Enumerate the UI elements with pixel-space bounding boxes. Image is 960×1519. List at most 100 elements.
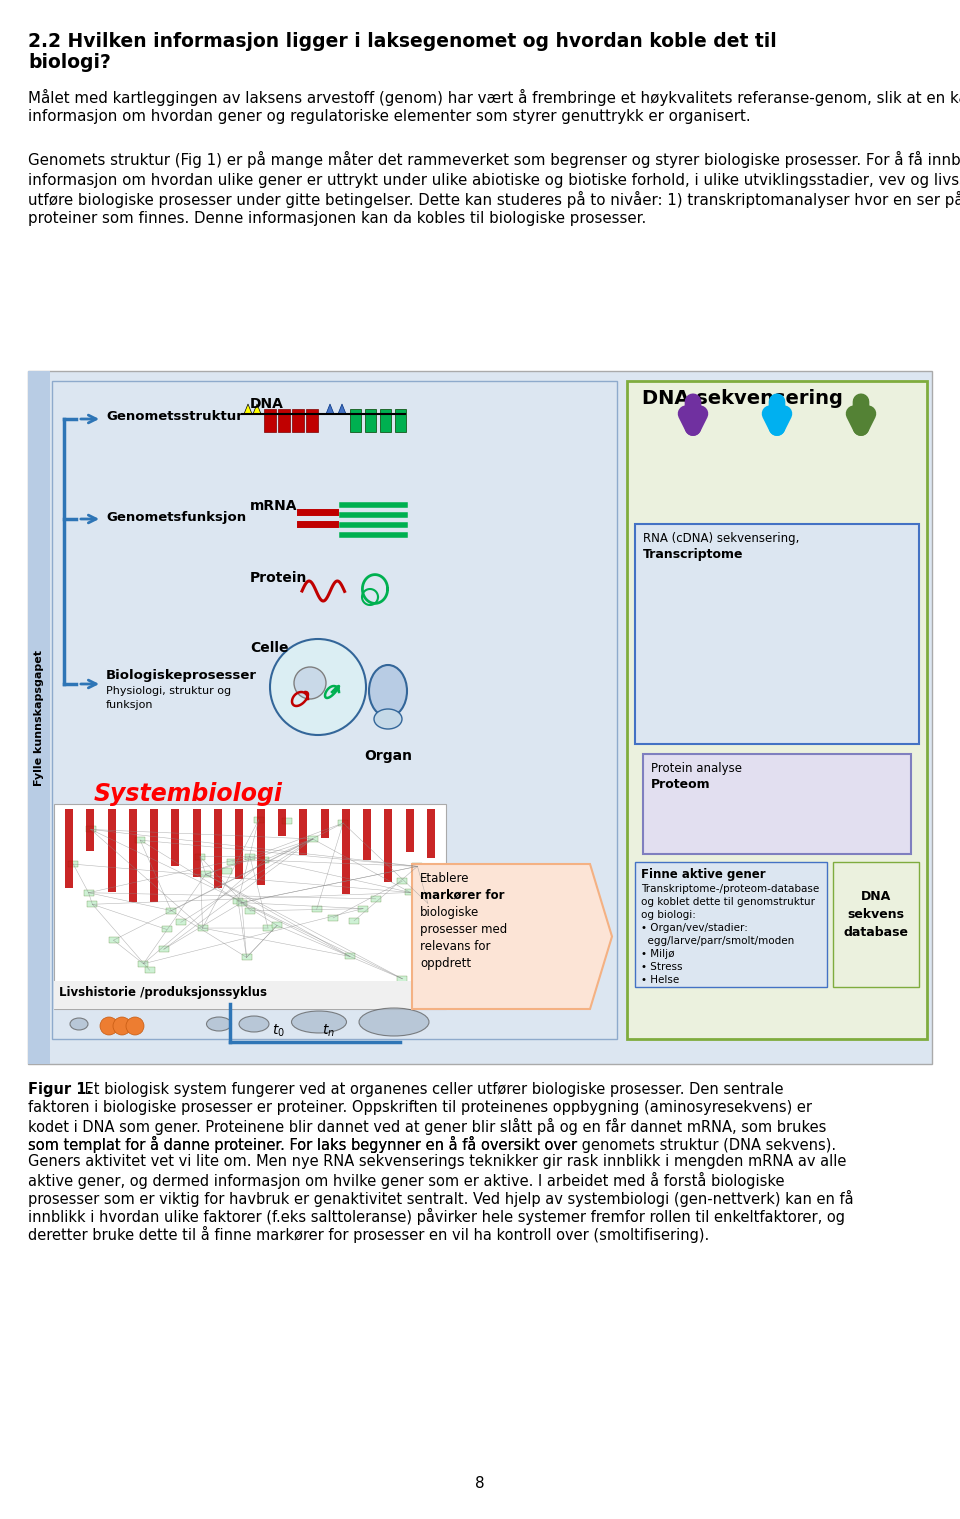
Circle shape — [270, 639, 366, 735]
Bar — [135, 837, 145, 843]
FancyBboxPatch shape — [54, 804, 446, 1009]
Text: oppdrett: oppdrett — [420, 957, 471, 971]
Text: 8: 8 — [475, 1476, 485, 1492]
Bar — [342, 810, 349, 895]
Bar — [306, 409, 318, 431]
Text: RNA (cDNA) sekvensering,: RNA (cDNA) sekvensering, — [643, 532, 800, 545]
Ellipse shape — [70, 1018, 88, 1030]
Circle shape — [126, 1018, 144, 1034]
FancyBboxPatch shape — [635, 524, 919, 744]
Text: Systembiologi: Systembiologi — [94, 782, 283, 807]
Text: Fylle kunnskapsgapet: Fylle kunnskapsgapet — [34, 650, 44, 785]
Text: faktoren i biologiske prosesser er proteiner. Oppskriften til proteinenes oppbyg: faktoren i biologiske prosesser er prote… — [28, 1100, 812, 1115]
Bar — [406, 810, 414, 852]
Bar — [198, 925, 207, 931]
Bar — [129, 810, 137, 902]
Bar — [427, 810, 435, 858]
FancyBboxPatch shape — [28, 371, 932, 1063]
Text: $t_n$: $t_n$ — [322, 1022, 334, 1039]
Text: utføre biologiske prosesser under gitte betingelser. Dette kan studeres på to ni: utføre biologiske prosesser under gitte … — [28, 191, 960, 208]
Text: og biologi:: og biologi: — [641, 910, 696, 921]
Ellipse shape — [359, 1009, 429, 1036]
Text: Genometsstruktur: Genometsstruktur — [106, 410, 243, 424]
Bar — [108, 810, 115, 892]
Text: Målet med kartleggingen av laksens arvestoff (genom) har vært å frembringe et hø: Målet med kartleggingen av laksens arves… — [28, 90, 960, 106]
Ellipse shape — [206, 1018, 231, 1031]
Bar — [263, 925, 273, 931]
Bar — [233, 898, 243, 904]
Text: Biologiskeprosesser: Biologiskeprosesser — [106, 668, 257, 682]
Text: Genomets struktur (Fig 1) er på mange måter det rammeverket som begrenser og sty: Genomets struktur (Fig 1) er på mange må… — [28, 150, 960, 169]
Text: Protein: Protein — [250, 571, 307, 585]
Text: Proteom: Proteom — [651, 778, 710, 791]
Text: Physiologi, struktur og: Physiologi, struktur og — [106, 687, 231, 696]
Bar — [193, 810, 201, 876]
Ellipse shape — [374, 709, 402, 729]
Bar — [405, 890, 416, 896]
Bar — [201, 872, 210, 878]
Bar — [228, 858, 237, 864]
Bar — [395, 409, 406, 431]
Text: DNA: DNA — [250, 396, 284, 412]
Bar — [246, 908, 255, 914]
Bar — [150, 810, 158, 902]
Text: Etablere: Etablere — [420, 872, 469, 886]
Bar — [358, 905, 368, 911]
Text: Geners aktivitet vet vi lite om. Men nye RNA sekvenserings teknikker gir rask in: Geners aktivitet vet vi lite om. Men nye… — [28, 1154, 847, 1170]
Bar — [349, 917, 359, 924]
Bar — [371, 896, 381, 902]
Polygon shape — [244, 404, 252, 415]
Text: egg/larve/parr/smolt/moden: egg/larve/parr/smolt/moden — [641, 936, 794, 946]
Bar — [86, 810, 94, 851]
Circle shape — [100, 1018, 118, 1034]
Polygon shape — [253, 404, 261, 415]
Text: Transcriptome: Transcriptome — [643, 548, 743, 561]
FancyBboxPatch shape — [627, 381, 927, 1039]
Bar — [253, 817, 264, 823]
Text: Livshistorie /produksjonssyklus: Livshistorie /produksjonssyklus — [59, 986, 267, 1000]
Bar — [397, 975, 407, 981]
Text: Figur 1.: Figur 1. — [28, 1082, 92, 1097]
Text: • Organ/vev/stadier:: • Organ/vev/stadier: — [641, 924, 748, 933]
Bar — [272, 922, 282, 928]
Bar — [236, 899, 247, 905]
Bar — [161, 927, 172, 933]
Bar — [278, 810, 286, 837]
Bar — [365, 409, 376, 431]
Text: kodet i DNA som gener. Proteinene blir dannet ved at gener blir slått på og en f: kodet i DNA som gener. Proteinene blir d… — [28, 1118, 827, 1135]
Text: som templat for å danne proteiner. For laks begynner en å få oversikt over genom: som templat for å danne proteiner. For l… — [28, 1136, 836, 1153]
Bar — [422, 901, 433, 907]
Text: 2.2 Hvilken informasjon ligger i laksegenomet og hvordan koble det til: 2.2 Hvilken informasjon ligger i laksege… — [28, 32, 777, 52]
Text: Genometsfunksjon: Genometsfunksjon — [106, 510, 246, 524]
FancyBboxPatch shape — [28, 371, 50, 1063]
Text: informasjon om hvordan ulike gener er uttrykt under ulike abiotiske og biotiske : informasjon om hvordan ulike gener er ut… — [28, 172, 960, 188]
Bar — [195, 854, 205, 860]
Bar — [158, 946, 169, 952]
Bar — [222, 867, 232, 873]
Bar — [259, 857, 270, 863]
FancyBboxPatch shape — [833, 861, 919, 987]
Bar — [108, 937, 118, 943]
Text: mRNA: mRNA — [250, 500, 298, 513]
Text: • Miljø: • Miljø — [641, 949, 675, 958]
Bar — [397, 878, 407, 884]
Text: relevans for: relevans for — [420, 940, 491, 952]
Text: Et biologisk system fungerer ved at organenes celler utfører biologiske prosesse: Et biologisk system fungerer ved at orga… — [80, 1082, 783, 1097]
Bar — [138, 962, 149, 966]
Bar — [176, 919, 186, 925]
Text: innblikk i hvordan ulike faktorer (f.eks salttoleranse) påvirker hele systemer f: innblikk i hvordan ulike faktorer (f.eks… — [28, 1208, 845, 1224]
Bar — [338, 820, 348, 826]
Bar — [85, 826, 96, 832]
Circle shape — [294, 667, 326, 699]
Bar — [264, 409, 276, 431]
Text: biologiske: biologiske — [420, 905, 479, 919]
Bar — [87, 901, 97, 907]
Text: Protein analyse: Protein analyse — [651, 763, 742, 775]
Bar — [350, 409, 361, 431]
Text: prosesser som er viktig for havbruk er genaktivitet sentralt. Ved hjelp av syste: prosesser som er viktig for havbruk er g… — [28, 1189, 853, 1208]
Text: aktive gener, og dermed informasjon om hvilke gener som er aktive. I arbeidet me: aktive gener, og dermed informasjon om h… — [28, 1173, 784, 1189]
FancyBboxPatch shape — [54, 981, 446, 1009]
FancyBboxPatch shape — [643, 753, 911, 854]
Bar — [166, 907, 177, 913]
Polygon shape — [326, 404, 334, 415]
